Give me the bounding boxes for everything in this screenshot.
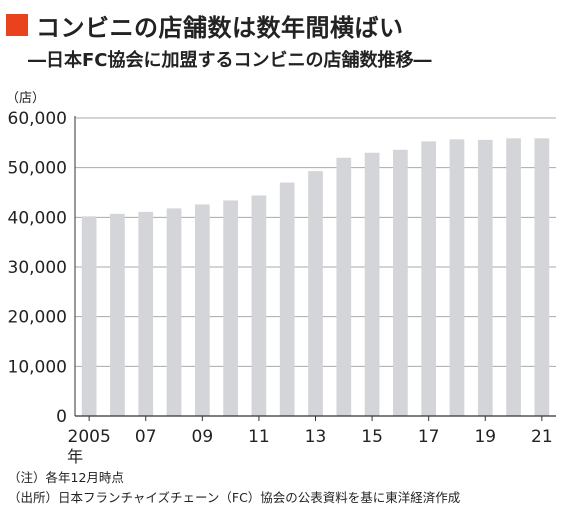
bar-07 bbox=[138, 211, 154, 416]
bar-chart: 0 10,000 20,000 30,000 40,000 50,000 60,000 20… bbox=[6, 91, 556, 464]
bar-15 bbox=[364, 152, 380, 416]
note-timing: （注）各年12月時点 bbox=[8, 470, 124, 485]
bar-21 bbox=[534, 138, 550, 416]
x-tick-labels: 2005 07 09 11 13 15 17 19 21 年 bbox=[67, 427, 553, 464]
x-tick-sublabel-year: 年 bbox=[67, 447, 83, 464]
y-tick-label-60000: 60,000 bbox=[8, 109, 67, 129]
axes bbox=[74, 116, 556, 421]
bar-20 bbox=[506, 138, 521, 416]
y-tick-labels: 0 10,000 20,000 30,000 40,000 50,000 60,000 bbox=[8, 109, 67, 427]
bar-13 bbox=[308, 171, 323, 416]
bar-16 bbox=[393, 149, 408, 416]
title-marker-square bbox=[6, 14, 28, 36]
y-unit-label: （店） bbox=[6, 91, 45, 106]
bar-09 bbox=[194, 204, 210, 416]
x-tick-label-07: 07 bbox=[135, 427, 157, 447]
bar-17 bbox=[421, 141, 437, 417]
y-tick-label-40000: 40,000 bbox=[8, 208, 67, 228]
bar-14 bbox=[336, 157, 352, 416]
bar-10 bbox=[223, 200, 238, 416]
y-tick-label-50000: 50,000 bbox=[8, 159, 67, 179]
x-tick-label-13: 13 bbox=[305, 427, 327, 447]
x-tick-label-09: 09 bbox=[192, 427, 214, 447]
bar-18 bbox=[449, 139, 465, 416]
chart-subtitle: ―日本FC協会に加盟するコンビニの店舗数推移― bbox=[28, 50, 432, 71]
x-tick-label-2005: 2005 bbox=[68, 427, 111, 447]
bar-19 bbox=[477, 139, 493, 416]
y-tick-label-0: 0 bbox=[56, 407, 67, 427]
x-tick-label-21: 21 bbox=[531, 427, 553, 447]
x-tick-label-17: 17 bbox=[418, 427, 440, 447]
footnotes: （注）各年12月時点 （出所）日本フランチャイズチェーン（FC）協会の公表資料を… bbox=[8, 468, 460, 508]
bar-08 bbox=[166, 208, 182, 416]
bar-11 bbox=[251, 195, 267, 416]
y-tick-label-20000: 20,000 bbox=[8, 308, 67, 328]
title-row: コンビニの店舗数は数年間横ばい bbox=[6, 8, 564, 42]
chart-title: コンビニの店舗数は数年間横ばい bbox=[36, 13, 404, 42]
bars bbox=[81, 138, 550, 417]
bar-06 bbox=[110, 213, 125, 416]
y-tick-label-30000: 30,000 bbox=[8, 258, 67, 278]
title-block: コンビニの店舗数は数年間横ばい ―日本FC協会に加盟するコンビニの店舗数推移― bbox=[6, 8, 564, 72]
x-tick-label-15: 15 bbox=[361, 427, 383, 447]
note-source: （出所）日本フランチャイズチェーン（FC）協会の公表資料を基に東洋経済作成 bbox=[8, 490, 461, 505]
bar-12 bbox=[279, 182, 295, 416]
y-tick-label-10000: 10,000 bbox=[8, 357, 67, 377]
bar-2005 bbox=[81, 216, 97, 416]
x-tick-label-11: 11 bbox=[248, 427, 270, 447]
x-tick-label-19: 19 bbox=[474, 427, 496, 447]
